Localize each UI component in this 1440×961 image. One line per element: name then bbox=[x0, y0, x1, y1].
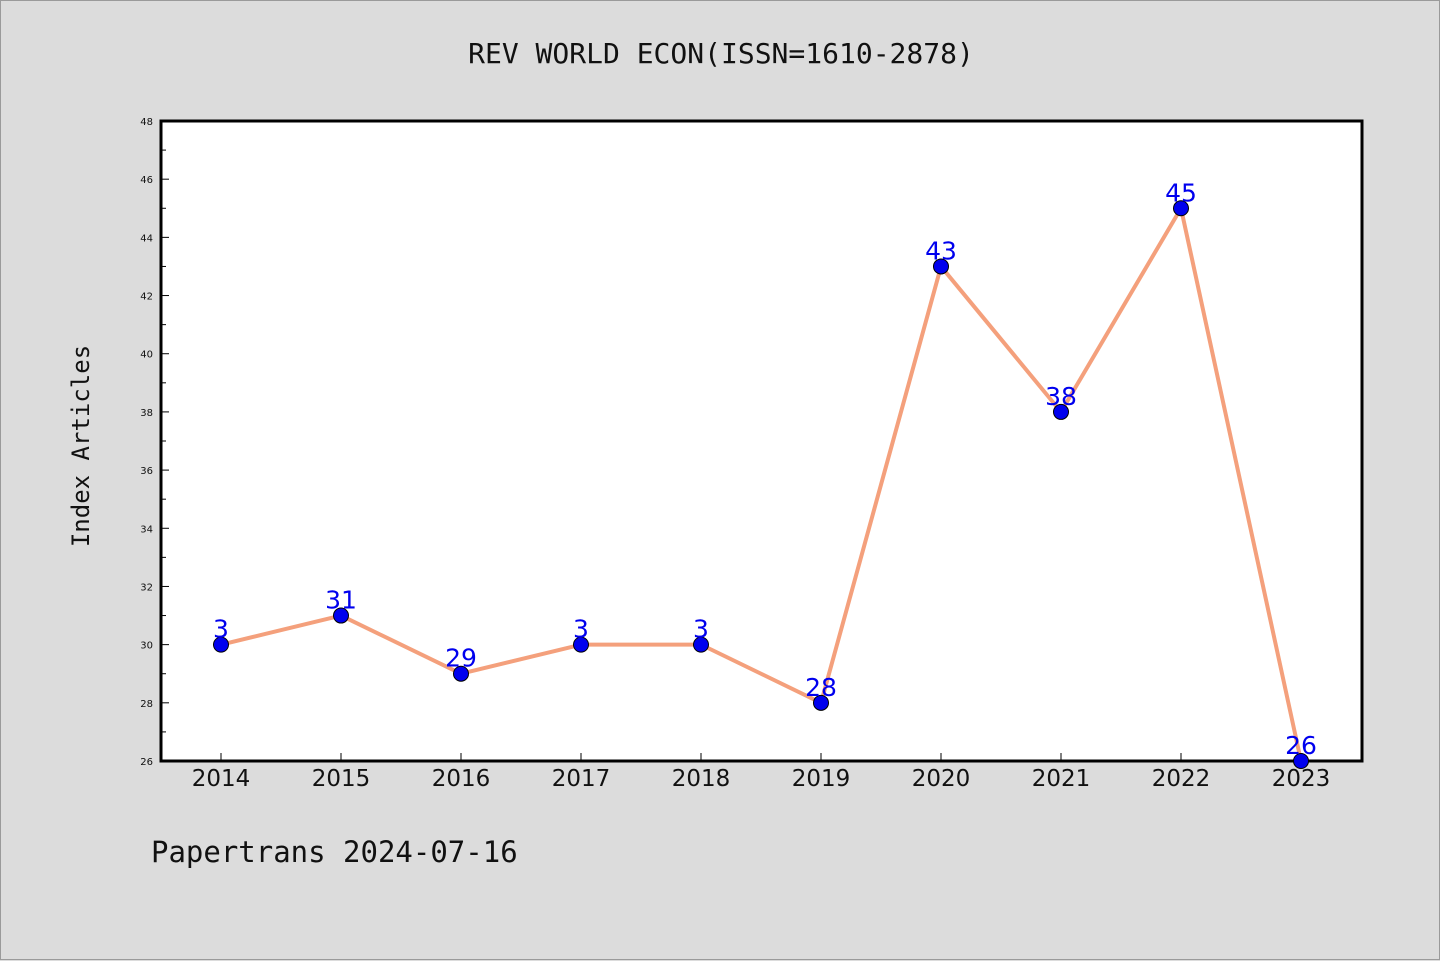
y-tick-label: 36 bbox=[140, 466, 153, 477]
y-tick-label: 26 bbox=[140, 757, 153, 768]
y-axis: 26 28 30 32 34 36 38 40 42 44 46 48 bbox=[140, 117, 169, 768]
data-label: 3 bbox=[213, 615, 229, 644]
data-point bbox=[933, 258, 949, 275]
data-label: 38 bbox=[1045, 382, 1077, 411]
data-point bbox=[1053, 403, 1069, 420]
footer-credit: Papertrans 2024-07-16 bbox=[151, 835, 518, 869]
data-point bbox=[1293, 753, 1309, 769]
y-tick-label: 38 bbox=[140, 408, 153, 419]
y-tick-label: 42 bbox=[140, 292, 153, 303]
y-tick-label: 34 bbox=[140, 524, 153, 535]
series-line bbox=[220, 206, 1303, 762]
y-tick-label: 32 bbox=[140, 582, 153, 593]
data-points bbox=[213, 200, 1309, 769]
data-point bbox=[693, 636, 709, 653]
data-label: 45 bbox=[1165, 178, 1197, 207]
data-point bbox=[1173, 200, 1189, 217]
x-tick-label: 2014 bbox=[192, 766, 251, 792]
data-label: 43 bbox=[925, 236, 957, 265]
data-label: 28 bbox=[805, 673, 837, 702]
x-tick-label: 2022 bbox=[1152, 766, 1211, 792]
data-point bbox=[213, 636, 229, 653]
y-tick-label: 30 bbox=[140, 641, 153, 652]
data-point bbox=[573, 636, 589, 653]
data-point bbox=[813, 694, 829, 711]
data-label: 26 bbox=[1285, 731, 1317, 760]
x-axis: 2014 2015 2016 2017 2018 2019 2020 2021 2022 2023 bbox=[192, 753, 1331, 792]
data-labels: 3 31 29 3 3 28 43 38 45 26 bbox=[213, 178, 1317, 760]
x-tick-label: 2015 bbox=[312, 766, 371, 792]
y-tick-label: 48 bbox=[140, 117, 153, 128]
data-label: 31 bbox=[325, 586, 357, 615]
data-point bbox=[453, 665, 469, 682]
data-point bbox=[333, 607, 349, 624]
x-tick-label: 2023 bbox=[1272, 766, 1331, 792]
data-label: 3 bbox=[573, 615, 589, 644]
x-tick-label: 2019 bbox=[792, 766, 851, 792]
plot-area bbox=[159, 119, 1364, 763]
x-tick-label: 2018 bbox=[672, 766, 731, 792]
chart-title: REV WORLD ECON(ISSN=1610-2878) bbox=[468, 37, 974, 70]
y-tick-label: 44 bbox=[140, 233, 153, 244]
y-tick-label: 40 bbox=[140, 350, 153, 361]
y-tick-label: 46 bbox=[140, 175, 153, 186]
x-tick-label: 2021 bbox=[1032, 766, 1091, 792]
data-label: 3 bbox=[693, 615, 709, 644]
x-tick-label: 2016 bbox=[432, 766, 491, 792]
x-tick-label: 2020 bbox=[912, 766, 971, 792]
y-tick-label: 28 bbox=[140, 699, 153, 710]
x-tick-label: 2017 bbox=[552, 766, 611, 792]
data-label: 29 bbox=[445, 644, 477, 673]
